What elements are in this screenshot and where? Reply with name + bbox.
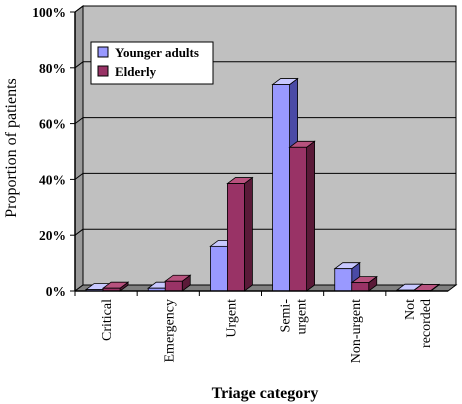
y-tick-label: 60% <box>39 117 66 132</box>
bar-elderly <box>164 280 183 292</box>
legend-swatch-elderly <box>97 65 109 77</box>
x-category-label: Semi- <box>279 299 294 333</box>
x-category-label: Not <box>403 299 418 320</box>
y-tick-label: 0% <box>46 284 66 299</box>
x-category-label: recorded <box>419 299 434 348</box>
bar-younger-adults <box>272 84 290 292</box>
y-tick-label: 40% <box>39 172 66 187</box>
x-category-label: Urgent <box>224 299 239 338</box>
x-category-label: Critical <box>100 299 115 341</box>
bars-group <box>84 77 441 292</box>
x-axis-title: Triage category <box>212 385 319 402</box>
gridline-side <box>74 172 84 180</box>
x-category-labels: Critical Emergency Urgent Semi-urgent Non-ur… <box>74 291 434 363</box>
legend-box <box>90 41 214 85</box>
legend: Younger adults Elderly <box>90 41 214 85</box>
y-tick-labels: 0% 20% 40% 60% 80% 100% <box>32 5 75 299</box>
legend-swatch-younger <box>97 46 109 58</box>
legend-label-elderly: Elderly <box>115 64 157 79</box>
gridline-side <box>74 228 84 236</box>
plot-side-wall <box>74 5 84 292</box>
bar-elderly-side <box>306 140 315 292</box>
gridline-side <box>74 117 84 124</box>
bar-elderly-side <box>244 176 253 292</box>
bar-elderly <box>289 146 307 292</box>
y-tick-label: 100% <box>32 5 66 20</box>
y-tick-label: 80% <box>39 61 66 76</box>
bar-elderly <box>227 183 245 292</box>
bar-younger-adults <box>334 268 353 292</box>
x-category-label: Non-urgent <box>349 299 364 363</box>
y-axis-title: Proportion of patients <box>3 78 20 218</box>
gridline-side <box>74 61 84 69</box>
gridline-side <box>74 5 84 13</box>
x-category-label: Emergency <box>162 299 177 363</box>
bar-younger-adults <box>210 245 228 292</box>
x-category-label: urgent <box>295 299 310 335</box>
bar-elderly <box>351 282 370 292</box>
y-tick-label: 20% <box>39 228 66 243</box>
legend-label-younger: Younger adults <box>115 45 199 60</box>
